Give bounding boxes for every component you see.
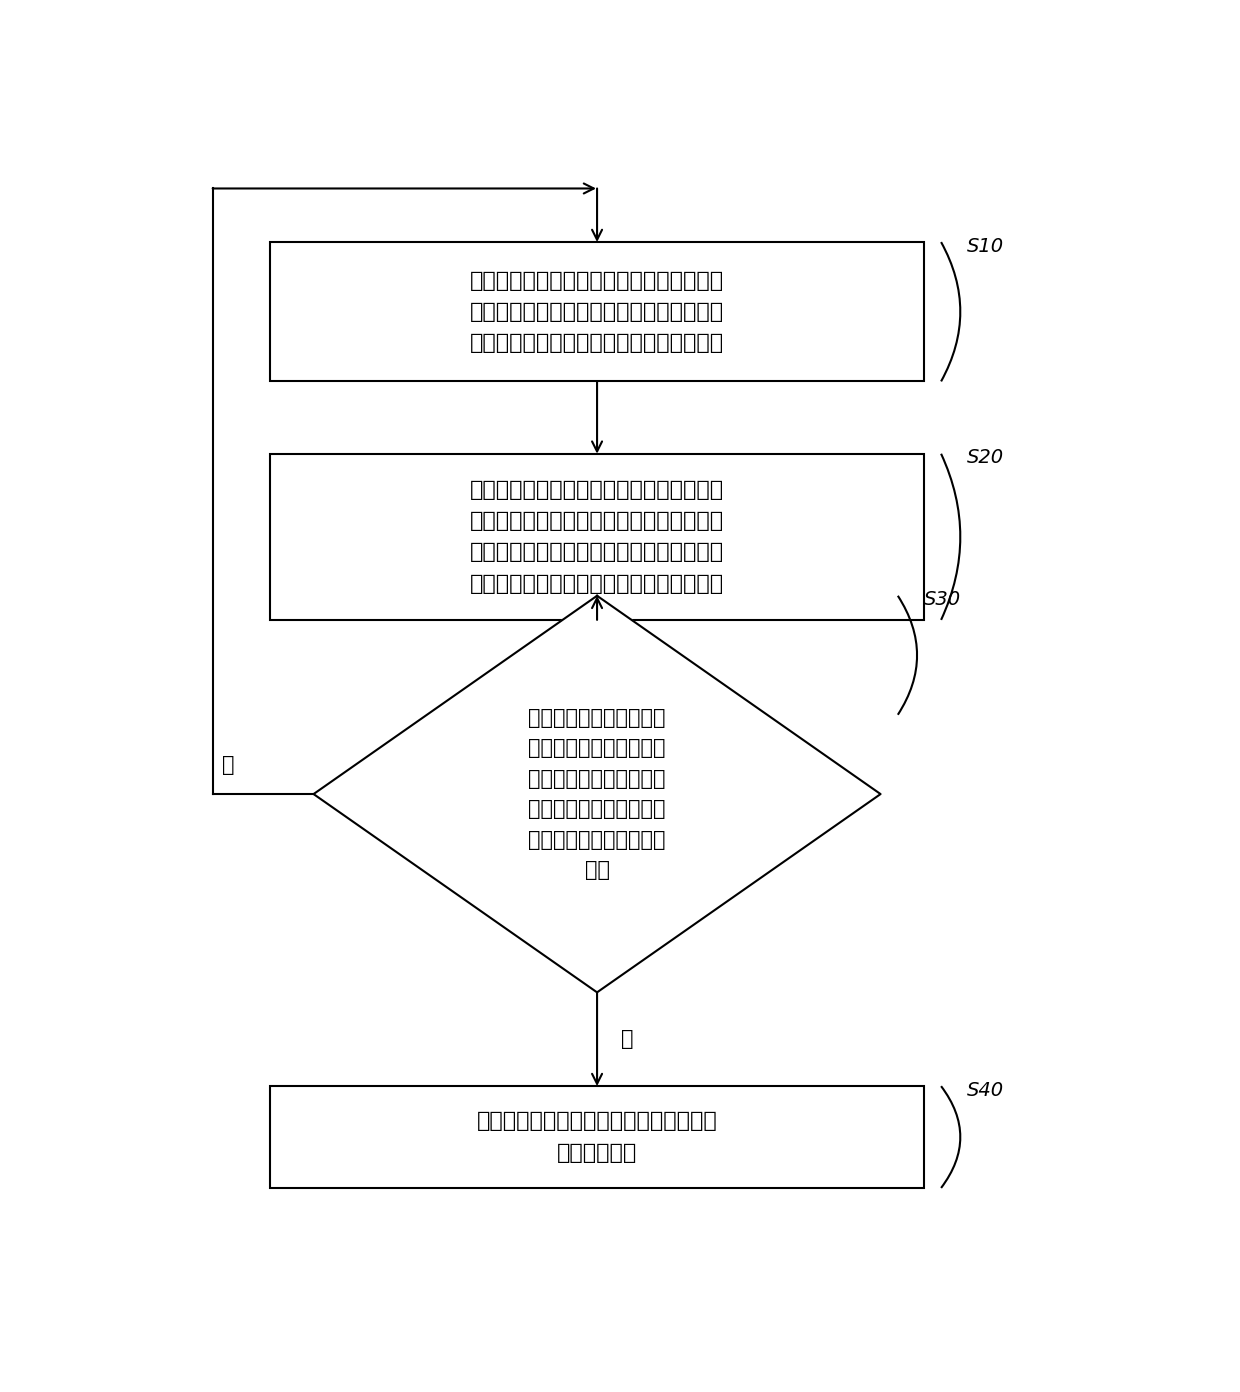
Bar — [270, 242, 924, 381]
Bar — [270, 454, 924, 619]
Text: 否: 否 — [222, 754, 234, 775]
Text: S40: S40 — [967, 1080, 1004, 1100]
Text: 根据所述人工标注后的数据，更新训练数据
集，构建最大信息三元组损失函数，并基于
更新后的训练数据集和所述最大信息三元组
损失函数训练并更新所述深度筛选网络模型: 根据所述人工标注后的数据，更新训练数据 集，构建最大信息三元组损失函数，并基于 … — [470, 480, 724, 593]
Bar — [270, 1086, 924, 1187]
Text: 根据样本的深度特征，利用深度筛选网络模
型结合主动学习筛选最具标注价值的未标注
样本进行人工标注，生成人工标注后的数据: 根据样本的深度特征，利用深度筛选网络模 型结合主动学习筛选最具标注价值的未标注 … — [470, 270, 724, 354]
Text: S20: S20 — [967, 448, 1004, 468]
Text: 更新后的训练数据集中，
未标注数据与已标注数据
的类内最大差异均小于预
设的第二阈值且类间最小
差异均大于预设的第一阈
值？: 更新后的训练数据集中， 未标注数据与已标注数据 的类内最大差异均小于预 设的第二… — [528, 709, 666, 880]
Text: S30: S30 — [924, 590, 961, 610]
Polygon shape — [314, 596, 880, 992]
Text: 采用深度筛选网络模型，对剩余的未标注
样本进行标注: 采用深度筛选网络模型，对剩余的未标注 样本进行标注 — [476, 1111, 718, 1162]
Text: S10: S10 — [967, 237, 1004, 256]
Text: 是: 是 — [621, 1029, 634, 1050]
